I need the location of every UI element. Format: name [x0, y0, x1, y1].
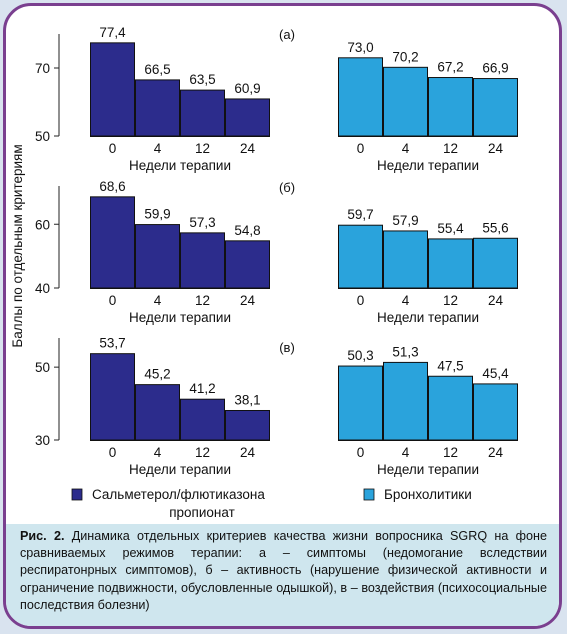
- x-tick-label: 0: [109, 141, 117, 156]
- data-label: 45,4: [482, 366, 509, 381]
- y-tick-label: 30: [35, 433, 50, 448]
- data-label: 45,2: [144, 367, 170, 382]
- data-label: 73,0: [347, 40, 373, 55]
- x-tick-label: 4: [402, 445, 410, 460]
- x-tick-label: 24: [488, 293, 504, 308]
- bar-bronch: [473, 383, 518, 441]
- legend-swatch-salmeterol: [71, 488, 83, 501]
- bar-salmeterol: [135, 224, 180, 289]
- bar-salmeterol: [225, 409, 270, 441]
- bar-salmeterol: [90, 42, 135, 137]
- data-label: 67,2: [437, 60, 463, 75]
- data-label: 68,6: [99, 179, 125, 194]
- figure-frame: Баллы по отдельным критериям 70 50 (а) 77,4 0…: [3, 3, 562, 629]
- data-label: 63,5: [189, 72, 215, 87]
- x-tick-label: 24: [488, 141, 504, 156]
- data-label: 60,9: [234, 81, 260, 96]
- bar-chart: Баллы по отдельным критериям 70 50 (а) 77,4 0…: [10, 25, 518, 520]
- bar-bronch: [383, 230, 428, 289]
- x-axis-title: Недели терапии: [377, 158, 479, 173]
- bar-bronch: [383, 66, 428, 137]
- data-label: 59,7: [347, 207, 373, 222]
- x-tick-label: 0: [109, 445, 117, 460]
- data-label: 66,5: [144, 62, 170, 77]
- x-tick-label: 12: [195, 293, 210, 308]
- y-tick-label: 50: [35, 360, 50, 375]
- x-axis-title: Недели терапии: [377, 462, 479, 477]
- x-tick-label: 4: [154, 141, 162, 156]
- x-tick-label: 12: [443, 141, 458, 156]
- caption-text: Динамика отдельных критериев качества жи…: [20, 529, 547, 612]
- x-tick-label: 24: [488, 445, 504, 460]
- data-label: 66,9: [482, 61, 508, 76]
- x-axis-title: Недели терапии: [129, 310, 231, 325]
- bar-bronch: [428, 77, 473, 137]
- x-axis-title: Недели терапии: [129, 462, 231, 477]
- figure-caption: Рис. 2. Динамика отдельных критериев кач…: [6, 524, 559, 626]
- x-tick-label: 12: [443, 293, 458, 308]
- data-label: 55,6: [482, 220, 508, 235]
- x-tick-label: 4: [154, 445, 162, 460]
- data-label: 55,4: [437, 221, 464, 236]
- bar-bronch: [473, 78, 518, 137]
- x-tick-label: 12: [195, 141, 210, 156]
- legend-swatch-bronch: [363, 488, 375, 501]
- x-tick-label: 12: [443, 445, 458, 460]
- data-label: 57,3: [189, 215, 215, 230]
- bar-bronch: [383, 361, 428, 441]
- data-label: 53,7: [99, 336, 125, 351]
- bar-bronch: [338, 57, 383, 137]
- y-tick-label: 50: [35, 129, 50, 144]
- x-tick-label: 0: [357, 293, 365, 308]
- data-label: 38,1: [234, 392, 260, 407]
- bar-salmeterol: [90, 353, 135, 441]
- bar-salmeterol: [225, 98, 270, 137]
- bar-salmeterol: [225, 240, 270, 289]
- bar-salmeterol: [90, 196, 135, 289]
- x-axis-title: Недели терапии: [129, 158, 231, 173]
- data-label: 50,3: [347, 348, 373, 363]
- bar-salmeterol: [180, 398, 225, 441]
- legend-label-salmeterol-line1: Сальметерол/флютиказона: [92, 487, 265, 502]
- panel-label: (в): [279, 340, 295, 355]
- panel-label: (б): [279, 180, 295, 195]
- x-tick-label: 4: [402, 141, 410, 156]
- x-tick-label: 12: [195, 445, 210, 460]
- bar-salmeterol: [135, 79, 180, 137]
- x-tick-label: 4: [154, 293, 162, 308]
- x-tick-label: 4: [402, 293, 410, 308]
- legend-label-bronch: Бронхолитики: [384, 487, 472, 502]
- data-label: 51,3: [392, 344, 418, 359]
- bar-salmeterol: [135, 384, 180, 441]
- caption-prefix: Рис. 2.: [20, 529, 65, 543]
- x-tick-label: 0: [357, 141, 365, 156]
- x-tick-label: 24: [240, 141, 256, 156]
- bar-bronch: [338, 365, 383, 441]
- y-axis-title: Баллы по отдельным критериям: [10, 144, 25, 347]
- data-label: 41,2: [189, 381, 215, 396]
- y-tick-label: 60: [35, 217, 50, 232]
- data-label: 70,2: [392, 49, 418, 64]
- bar-bronch: [428, 375, 473, 441]
- x-tick-label: 24: [240, 293, 256, 308]
- y-tick-label: 40: [35, 281, 50, 296]
- y-tick-label: 70: [35, 61, 50, 76]
- bar-bronch: [428, 238, 473, 289]
- data-label: 54,8: [234, 223, 260, 238]
- panel-label: (а): [279, 27, 295, 42]
- bar-salmeterol: [180, 89, 225, 137]
- bar-salmeterol: [180, 232, 225, 289]
- legend-label-salmeterol-line2: пропионат: [169, 505, 235, 520]
- data-label: 59,9: [144, 207, 170, 222]
- x-tick-label: 0: [109, 293, 117, 308]
- x-tick-label: 24: [240, 445, 256, 460]
- data-label: 77,4: [99, 25, 126, 40]
- x-axis-title: Недели терапии: [377, 310, 479, 325]
- bar-bronch: [473, 237, 518, 289]
- x-tick-label: 0: [357, 445, 365, 460]
- bar-bronch: [338, 224, 383, 289]
- data-label: 57,9: [392, 213, 418, 228]
- data-label: 47,5: [437, 358, 463, 373]
